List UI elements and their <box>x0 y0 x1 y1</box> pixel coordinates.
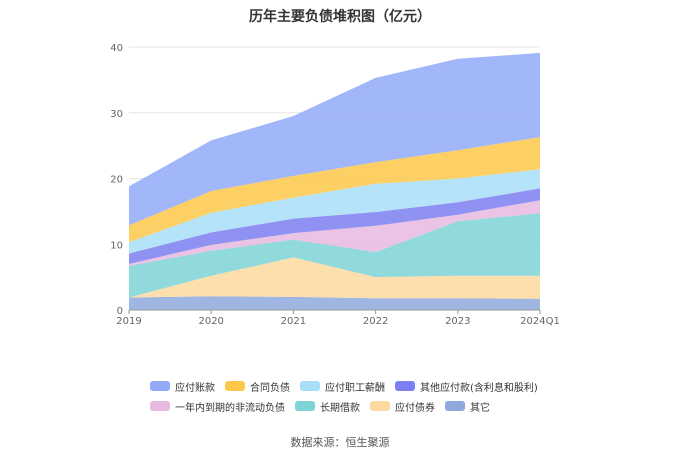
legend-label: 长期借款 <box>320 402 360 414</box>
area-series-1 <box>129 257 540 299</box>
y-tick-label-30: 30 <box>110 109 123 120</box>
legend-swatch <box>445 401 465 411</box>
area-series-4 <box>129 188 540 264</box>
legend-item[interactable]: 应付债券 <box>370 399 435 414</box>
area-series <box>129 52 540 310</box>
axes: 0 10 20 30 40 2019 2020 2021 2022 2023 2024Q1 <box>110 43 560 327</box>
legend-item[interactable]: 合同负债 <box>225 379 290 394</box>
legend-swatch <box>225 381 245 391</box>
legend-label: 应付账款 <box>175 382 215 394</box>
x-tick-label-2: 2021 <box>281 316 306 327</box>
y-tick-label-0: 0 <box>117 306 123 317</box>
area-series-7 <box>129 52 540 226</box>
legend-swatch <box>295 401 315 411</box>
area-series-0 <box>129 296 540 310</box>
legend-row-1: 一年内到期的非流动负债 长期借款 应付债券 其它 <box>150 396 570 416</box>
y-tick-label-40: 40 <box>110 43 123 54</box>
legend-swatch <box>300 381 320 391</box>
legend-label: 一年内到期的非流动负债 <box>175 402 285 414</box>
x-tick-label-0: 2019 <box>116 316 141 327</box>
x-tick-label-3: 2022 <box>363 316 388 327</box>
area-series-5 <box>129 169 540 254</box>
legend-label: 合同负债 <box>250 382 290 394</box>
stacked-area-chart: 0 10 20 30 40 2019 2020 2021 2022 2023 2024Q1 <box>110 43 560 327</box>
legend-item[interactable]: 长期借款 <box>295 399 360 414</box>
x-tick-label-4: 2023 <box>445 316 470 327</box>
legend-swatch <box>150 381 170 391</box>
legend-row-0: 应付账款 合同负债 应付职工薪酬 其他应付款(含利息和股利) <box>150 376 570 396</box>
legend-item[interactable]: 其他应付款(含利息和股利) <box>395 379 538 394</box>
legend-swatch <box>395 381 415 391</box>
y-tick-label-10: 10 <box>110 240 123 251</box>
legend-label: 其它 <box>470 402 490 414</box>
legend-swatch <box>150 401 170 411</box>
legend-item[interactable]: 其它 <box>445 399 490 414</box>
area-series-6 <box>129 137 540 243</box>
legend-item[interactable]: 一年内到期的非流动负债 <box>150 399 285 414</box>
legend-item[interactable]: 应付职工薪酬 <box>300 379 385 394</box>
legend: 应付账款 合同负债 应付职工薪酬 其他应付款(含利息和股利) 一年内到期的非流动负债 长期… <box>150 376 570 416</box>
x-tick-label-5: 2024Q1 <box>520 316 560 327</box>
chart-title: 历年主要负债堆积图（亿元） <box>249 9 431 25</box>
data-source-note: 数据来源：恒生聚源 <box>290 436 390 449</box>
legend-label: 其他应付款(含利息和股利) <box>420 382 538 394</box>
area-series-3 <box>129 200 540 266</box>
x-tick-label-1: 2020 <box>198 316 223 327</box>
legend-item[interactable]: 应付账款 <box>150 379 215 394</box>
area-series-2 <box>129 213 540 298</box>
legend-swatch <box>370 401 390 411</box>
legend-label: 应付职工薪酬 <box>325 382 385 394</box>
legend-label: 应付债券 <box>395 402 435 414</box>
y-tick-label-20: 20 <box>110 175 123 186</box>
